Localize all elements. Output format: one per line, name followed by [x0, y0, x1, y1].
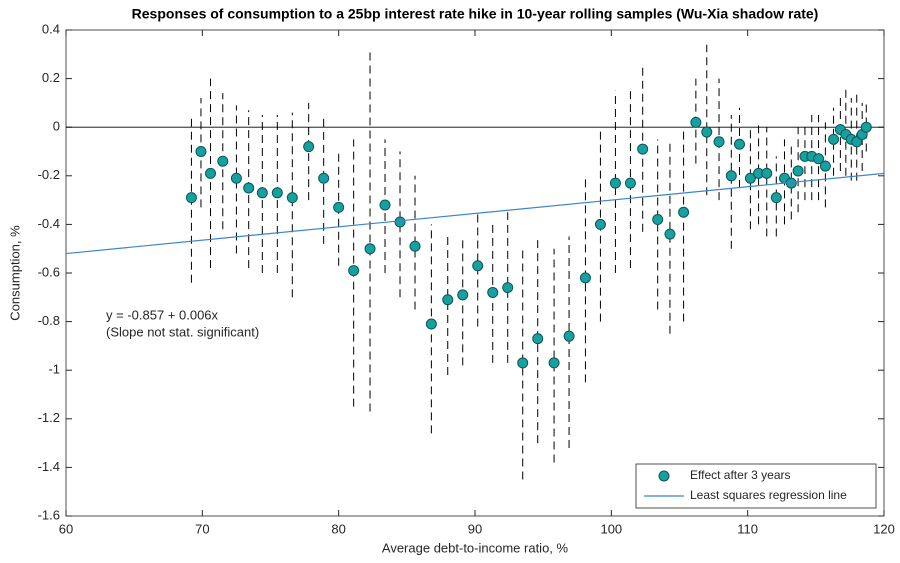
point — [548, 357, 560, 369]
point — [860, 121, 872, 133]
point — [286, 192, 298, 204]
point — [379, 199, 391, 211]
legend-label: Least squares regression line — [690, 488, 847, 502]
point — [761, 167, 773, 179]
point — [243, 182, 255, 194]
x-tick-label: 90 — [468, 521, 482, 536]
point — [502, 282, 514, 294]
y-tick-label: -1 — [48, 362, 60, 377]
point — [701, 126, 713, 138]
point — [813, 153, 825, 165]
point — [532, 333, 544, 345]
point — [579, 272, 591, 284]
point — [195, 146, 207, 157]
x-tick-label: 100 — [600, 521, 622, 536]
point — [333, 201, 345, 213]
x-tick-label: 70 — [195, 521, 209, 536]
chart-title: Responses of consumption to a 25bp inter… — [132, 6, 819, 22]
point — [364, 243, 376, 255]
x-axis-label: Average debt-to-income ratio, % — [382, 540, 569, 555]
annotation: (Slope not stat. significant) — [106, 324, 259, 339]
point — [185, 192, 197, 204]
point — [652, 214, 664, 226]
x-tick-label: 120 — [873, 521, 895, 536]
y-tick-label: -0.6 — [38, 264, 60, 279]
point — [487, 286, 499, 298]
y-tick-label: -0.8 — [38, 313, 60, 328]
point — [792, 165, 804, 177]
point — [205, 167, 217, 179]
y-tick-label: -0.4 — [38, 216, 60, 231]
point — [725, 170, 737, 182]
y-tick-label: 0.2 — [42, 70, 60, 85]
x-tick-label: 110 — [737, 521, 758, 536]
point — [851, 136, 863, 148]
y-tick-label: 0 — [53, 119, 60, 134]
point — [819, 160, 831, 172]
point — [303, 141, 315, 153]
point — [425, 318, 437, 330]
point — [733, 138, 745, 150]
point — [624, 177, 636, 189]
point — [770, 192, 782, 204]
point — [217, 155, 229, 167]
point — [318, 172, 330, 184]
point — [713, 136, 725, 148]
point — [664, 228, 676, 240]
point — [744, 172, 756, 184]
legend-label: Effect after 3 years — [690, 468, 791, 482]
point — [394, 216, 406, 228]
point — [472, 260, 484, 272]
point — [457, 289, 469, 301]
y-tick-label: -1.4 — [38, 459, 60, 474]
legend-marker — [658, 470, 670, 482]
point — [563, 330, 575, 342]
point — [517, 357, 529, 369]
point — [609, 177, 621, 189]
point — [594, 218, 606, 230]
point — [271, 187, 283, 199]
point — [637, 143, 649, 155]
point — [442, 294, 454, 306]
regression-line — [65, 172, 885, 255]
legend-box — [635, 463, 877, 509]
point — [828, 133, 840, 145]
point — [690, 116, 702, 128]
point — [409, 240, 421, 252]
annotation: y = -0.857 + 0.006x — [106, 307, 219, 322]
y-tick-label: -0.2 — [38, 167, 60, 182]
x-tick-label: 80 — [331, 521, 345, 536]
x-tick-label: 60 — [59, 521, 73, 536]
point — [348, 265, 360, 277]
point — [678, 206, 690, 218]
y-tick-label: 0.4 — [42, 21, 60, 36]
y-tick-label: -1.6 — [38, 507, 60, 522]
y-axis-label: Consumption, % — [7, 225, 22, 321]
point — [230, 172, 242, 184]
y-tick-label: -1.2 — [38, 410, 60, 425]
point — [256, 187, 268, 199]
